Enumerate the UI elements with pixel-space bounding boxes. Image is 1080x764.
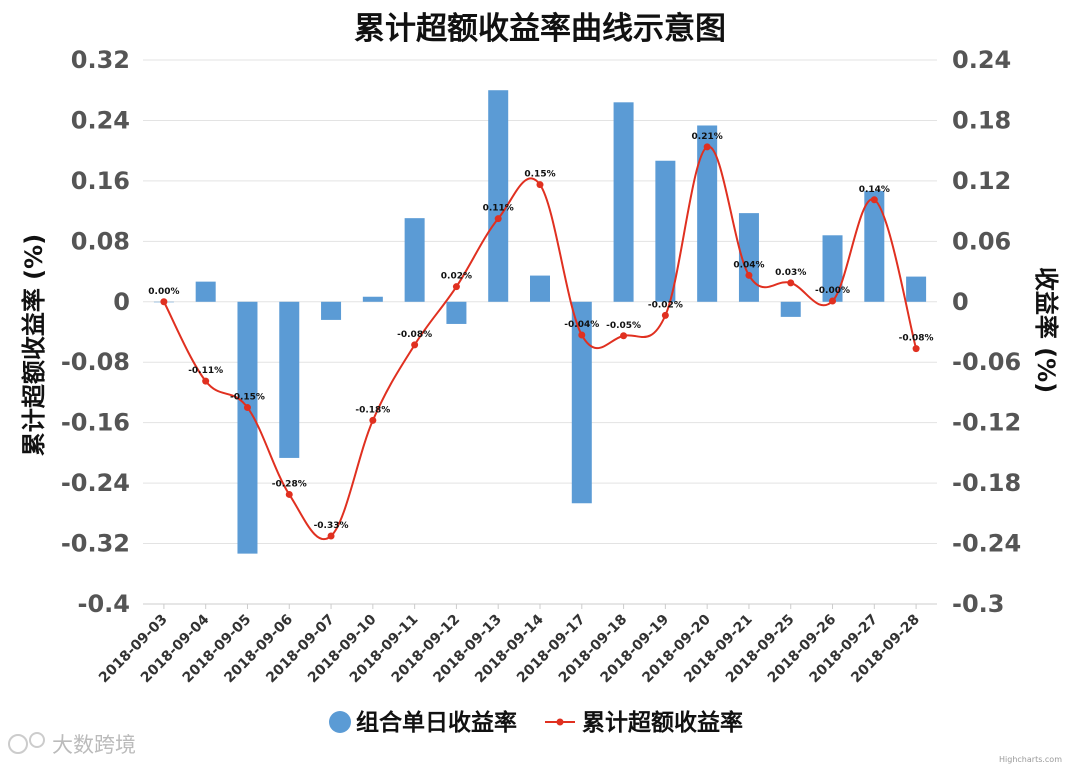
line-point-2018-09-10[interactable] [369,416,377,424]
right-tick-label: -0.24 [952,530,1021,558]
bar-2018-09-04[interactable] [195,281,216,302]
line-point-2018-09-28[interactable] [912,345,920,353]
bar-2018-09-14[interactable] [530,275,550,302]
bar-2018-09-25[interactable] [780,301,801,317]
bar-2018-09-11[interactable] [404,218,425,302]
left-tick-label: -0.24 [61,469,130,497]
bar-2018-09-06[interactable] [279,301,300,458]
data-label: -0.08% [397,330,432,340]
data-label: -0.02% [648,300,683,310]
data-label: -0.00% [815,286,850,296]
data-label: 0.03% [775,268,806,278]
line-point-2018-09-06[interactable] [285,490,293,498]
gridlines [143,59,937,605]
right-tick-label: 0.12 [952,167,1011,195]
line-point-2018-09-26[interactable] [829,297,837,305]
line-path [163,145,918,541]
bar-2018-09-20[interactable] [697,125,718,302]
right-tick-label: -0.06 [952,348,1021,376]
data-label: 0.04% [733,260,764,270]
line-point-2018-09-21[interactable] [745,271,753,279]
left-axis-title: 累计超额收益率 (%) [20,234,48,456]
line-point-2018-09-14[interactable] [536,181,544,189]
line-point-2018-09-05[interactable] [243,404,251,412]
legend-bar-symbol [329,711,351,733]
bar-series [153,90,927,554]
bar-2018-09-05[interactable] [237,301,258,554]
line-point-2018-09-20[interactable] [703,143,711,151]
left-tick-label: 0 [113,288,130,316]
right-tick-label: -0.18 [952,469,1021,497]
left-tick-label: -0.32 [61,530,130,558]
legend-line-label: 累计超额收益率 [582,709,743,736]
right-tick-label: 0.24 [952,46,1011,74]
data-label: 0.00% [148,287,179,297]
bar-2018-09-26[interactable] [822,235,843,302]
data-label: -0.33% [314,521,349,531]
right-axis-ticks: 0.24 0.18 0.12 0.06 0 -0.06 -0.12 -0.18 -0.24 -0.… [952,46,1021,618]
left-tick-label: -0.4 [78,590,130,618]
bar-2018-09-17[interactable] [571,301,592,504]
line-point-2018-09-17[interactable] [578,331,586,339]
watermark-text: 大数跨境 [52,733,136,757]
bar-2018-09-27[interactable] [864,190,885,302]
data-label: -0.05% [606,321,641,331]
data-label: -0.18% [355,405,390,415]
data-label: -0.15% [230,393,265,403]
bar-2018-09-21[interactable] [738,213,759,302]
x-axis-ticks: 2018-09-032018-09-042018-09-052018-09-06… [96,604,923,686]
right-tick-label: 0.18 [952,106,1011,134]
left-tick-label: 0.16 [71,167,130,195]
legend-bar-label: 组合单日收益率 [356,709,517,736]
bar-2018-09-19[interactable] [655,160,676,302]
line-point-2018-09-13[interactable] [494,215,502,223]
line-point-2018-09-03[interactable] [160,298,168,306]
data-label: -0.11% [188,366,223,376]
data-label: 0.21% [692,132,723,142]
left-tick-label: 0.32 [71,46,130,74]
bar-2018-09-12[interactable] [446,301,467,324]
legend-item-line[interactable]: 累计超额收益率 [545,709,743,736]
line-point-2018-09-04[interactable] [202,377,210,385]
chart-title: 累计超额收益率曲线示意图 [354,11,726,47]
left-tick-label: -0.08 [61,348,130,376]
right-tick-label: -0.12 [952,409,1021,437]
left-tick-label: 0.24 [71,106,130,134]
left-tick-label: 0.08 [71,227,130,255]
right-axis-title: 收益率 (%) [1032,267,1060,393]
line-point-2018-09-25[interactable] [787,279,795,287]
bar-2018-09-07[interactable] [321,301,342,320]
data-label: 0.15% [524,170,555,180]
data-label: 0.14% [859,185,890,195]
chart-credit: Highcharts.com [999,755,1062,764]
line-point-2018-09-12[interactable] [452,283,460,291]
right-tick-label: -0.3 [952,590,1004,618]
legend: 组合单日收益率 累计超额收益率 [329,709,743,736]
line-point-2018-09-19[interactable] [661,311,669,319]
bar-2018-09-28[interactable] [906,276,927,302]
weibo-logo-icon [8,732,45,754]
bar-2018-09-13[interactable] [488,90,509,302]
data-label: -0.04% [564,320,599,330]
line-point-2018-09-18[interactable] [620,332,628,340]
legend-item-bar[interactable]: 组合单日收益率 [329,709,517,736]
bar-2018-09-18[interactable] [613,102,634,302]
line-point-2018-09-11[interactable] [411,341,419,349]
data-label: -0.08% [899,334,934,344]
line-point-2018-09-07[interactable] [327,532,335,540]
left-tick-label: -0.16 [61,409,130,437]
right-tick-label: 0 [952,288,969,316]
right-tick-label: 0.06 [952,227,1011,255]
left-axis-ticks: 0.32 0.24 0.16 0.08 0 -0.08 -0.16 -0.24 -0.32 -0.… [61,46,130,618]
line-series: 0.00% -0.11% -0.15% -0.28% -0.33% -0.18% -0.08… [148,132,934,541]
data-label: -0.28% [272,479,307,489]
data-label: 0.02% [441,272,472,282]
bar-2018-09-10[interactable] [362,296,383,302]
data-label: 0.11% [483,204,514,214]
legend-line-marker [556,718,564,726]
watermark: 大数跨境 [8,732,136,757]
line-point-2018-09-27[interactable] [870,196,878,204]
